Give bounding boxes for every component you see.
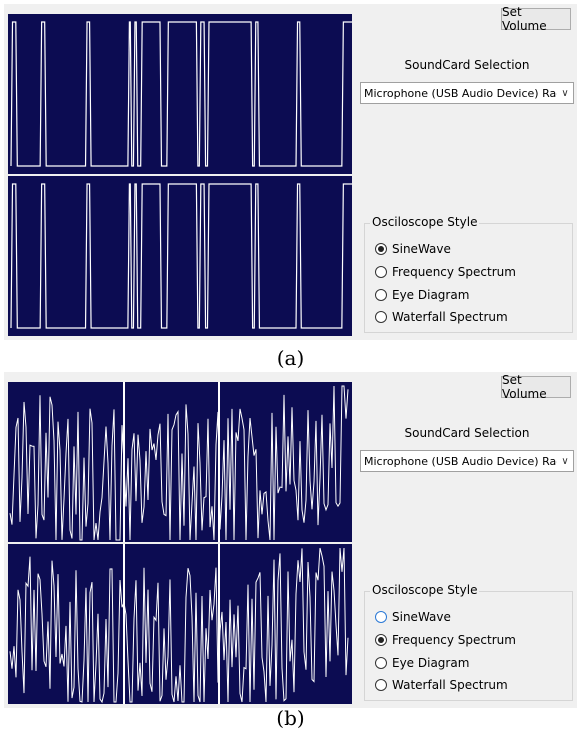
radio-button-icon xyxy=(375,266,387,278)
option-label: Eye Diagram xyxy=(392,656,470,670)
soundcard-selection-label: SoundCard Selection xyxy=(404,426,530,440)
waveform-trace xyxy=(10,183,352,329)
soundcard-select[interactable]: Microphone (USB Audio Device) RadioF ∨ xyxy=(360,450,574,472)
oscilloscope-panel-a: Set Volume SoundCard Selection Microphon… xyxy=(4,4,577,340)
option-waterfall-spectrum[interactable]: Waterfall Spectrum xyxy=(375,307,508,327)
option-label: Frequency Spectrum xyxy=(392,633,516,647)
chevron-down-icon: ∨ xyxy=(561,455,569,467)
option-label: Waterfall Spectrum xyxy=(392,310,508,324)
option-frequency-spectrum[interactable]: Frequency Spectrum xyxy=(375,262,516,282)
figure-caption-a: (a) xyxy=(276,346,305,370)
scope-display-bottom xyxy=(8,176,352,336)
option-frequency-spectrum[interactable]: Frequency Spectrum xyxy=(375,630,516,650)
radio-button-icon xyxy=(375,634,387,646)
option-sinewave[interactable]: SineWave xyxy=(375,239,451,259)
radio-button-icon xyxy=(375,679,387,691)
soundcard-select-value: Microphone (USB Audio Device) RadioF xyxy=(364,86,557,100)
radio-button-icon xyxy=(375,243,387,255)
set-volume-button[interactable]: Set Volume xyxy=(501,373,571,401)
scope-display-bottom xyxy=(8,544,352,704)
trace-line xyxy=(9,547,349,704)
option-label: Waterfall Spectrum xyxy=(392,678,508,692)
option-label: SineWave xyxy=(392,610,451,624)
oscilloscope-panel-b: Set Volume SoundCard Selection Microphon… xyxy=(4,372,577,708)
option-label: Frequency Spectrum xyxy=(392,265,516,279)
option-eye-diagram[interactable]: Eye Diagram xyxy=(375,653,469,673)
option-label: Eye Diagram xyxy=(392,288,470,302)
scope-display-top xyxy=(8,382,352,542)
option-waterfall-spectrum[interactable]: Waterfall Spectrum xyxy=(375,675,508,695)
radio-button-icon xyxy=(375,289,387,301)
waveform-trace xyxy=(10,21,352,167)
soundcard-select-value: Microphone (USB Audio Device) RadioF xyxy=(364,454,557,468)
oscilloscope-style-group: Osciloscope Style SineWave Frequency Spe… xyxy=(364,215,573,333)
radio-button-icon xyxy=(375,311,387,323)
soundcard-select[interactable]: Microphone (USB Audio Device) RadioF ∨ xyxy=(360,82,574,104)
radio-button-icon xyxy=(375,611,387,623)
soundcard-selection-label: SoundCard Selection xyxy=(404,58,530,72)
spectrum-trace xyxy=(9,544,349,704)
radio-button-icon xyxy=(375,657,387,669)
scope-display-top xyxy=(8,14,352,174)
group-title: Osciloscope Style xyxy=(370,215,480,229)
option-eye-diagram[interactable]: Eye Diagram xyxy=(375,285,469,305)
option-label: SineWave xyxy=(392,242,451,256)
spectrum-trace xyxy=(9,382,349,542)
group-title: Osciloscope Style xyxy=(370,583,480,597)
oscilloscope-style-group: Osciloscope Style SineWave Frequency Spe… xyxy=(364,583,573,701)
trace-line xyxy=(10,21,352,167)
figure-caption-b: (b) xyxy=(276,706,305,730)
chevron-down-icon: ∨ xyxy=(561,87,569,99)
trace-line xyxy=(10,183,352,329)
option-sinewave[interactable]: SineWave xyxy=(375,607,451,627)
set-volume-button[interactable]: Set Volume xyxy=(501,5,571,33)
trace-line xyxy=(9,385,349,541)
